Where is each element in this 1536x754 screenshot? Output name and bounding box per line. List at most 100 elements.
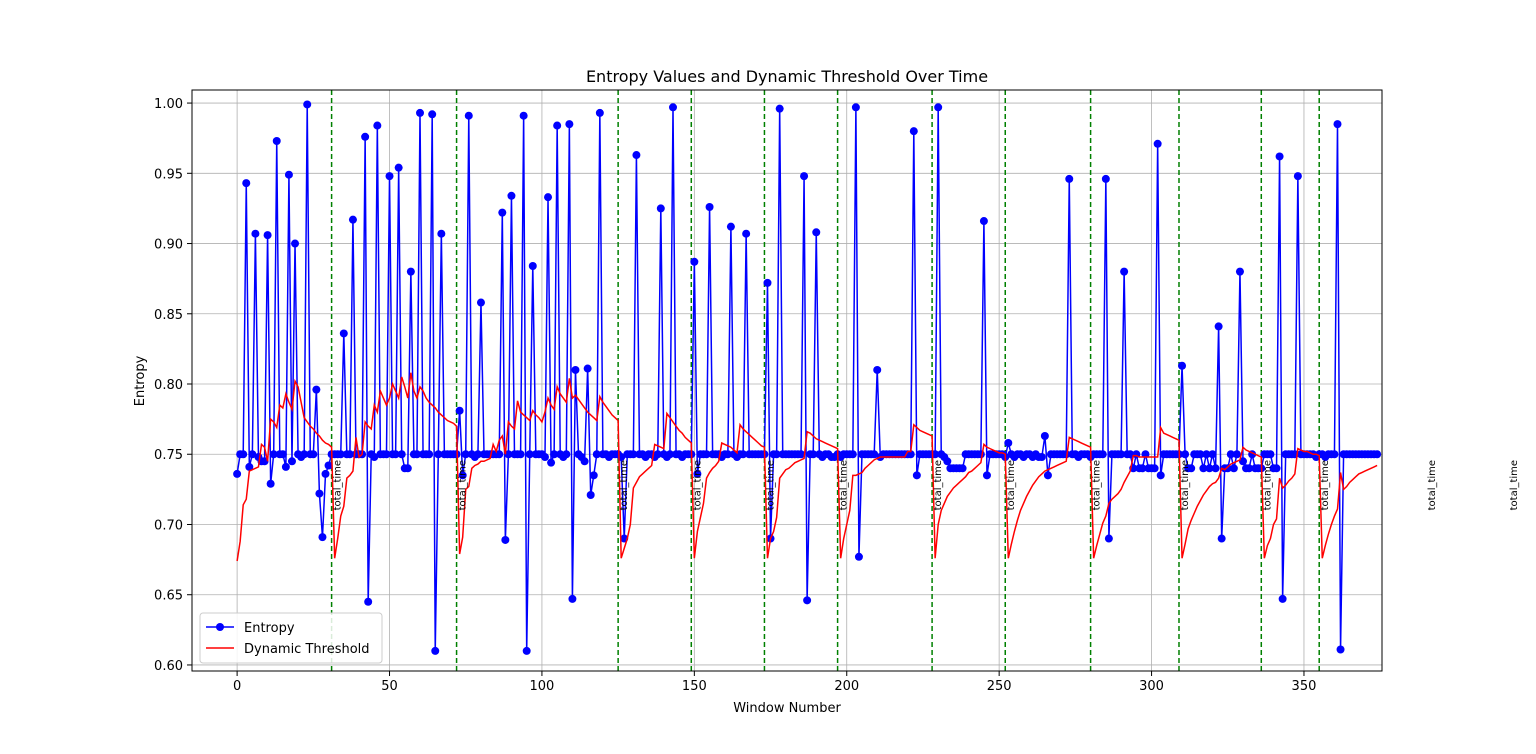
data-point [287, 457, 296, 466]
outside-annotations: total_time total_time total_time total_time… [333, 460, 1521, 510]
data-point [397, 450, 406, 459]
x-tick-label: 300 [1139, 679, 1164, 694]
data-point [665, 450, 674, 459]
data-point [434, 450, 443, 459]
event-label: total_time [458, 460, 469, 510]
data-point [873, 365, 882, 374]
data-point [739, 450, 748, 459]
legend: Entropy Dynamic Threshold [199, 612, 383, 664]
data-point [1333, 120, 1342, 129]
event-label: total_time [333, 460, 344, 510]
axes-frame [191, 89, 1383, 672]
data-point [803, 596, 812, 605]
data-point [690, 257, 699, 266]
data-point [525, 450, 534, 459]
data-point [1040, 431, 1049, 440]
data-point [233, 469, 242, 478]
data-point [797, 450, 806, 459]
data-point [339, 329, 348, 338]
y-tick-label: 0.95 [154, 167, 183, 182]
data-point [1153, 139, 1162, 148]
data-point [1150, 464, 1159, 473]
data-point [958, 464, 967, 473]
data-point [336, 450, 345, 459]
data-point [702, 450, 711, 459]
event-label: total_time [1006, 460, 1017, 510]
data-point [461, 450, 470, 459]
y-axis-label: Entropy [133, 355, 148, 406]
data-point [1065, 174, 1074, 183]
data-point [1266, 450, 1275, 459]
data-point [458, 471, 467, 480]
data-point [507, 191, 516, 200]
data-point [455, 406, 464, 415]
event-label: total_time [933, 460, 944, 510]
legend-box [199, 612, 383, 664]
data-point [1138, 464, 1147, 473]
data-point [553, 121, 562, 130]
data-point [854, 552, 863, 561]
data-point [589, 471, 598, 480]
y-tick-label: 0.75 [154, 448, 183, 463]
plot-area [233, 90, 1382, 671]
data-point [1120, 267, 1129, 276]
data-point [464, 111, 473, 120]
data-point [263, 231, 272, 240]
data-point [1156, 471, 1165, 480]
data-point [278, 450, 287, 459]
data-point [1062, 450, 1071, 459]
data-point [239, 450, 248, 459]
data-point [300, 450, 309, 459]
data-point [568, 594, 577, 603]
data-point [428, 110, 437, 119]
data-point [1223, 464, 1232, 473]
data-point [476, 298, 485, 307]
data-point [1214, 322, 1223, 331]
data-point [906, 450, 915, 459]
event-label: total_time [1180, 460, 1191, 510]
x-tick-label: 250 [987, 679, 1012, 694]
event-label: total_time [839, 460, 850, 510]
data-point [245, 462, 254, 471]
data-point [1373, 450, 1382, 459]
data-point [1336, 645, 1345, 654]
data-point [1004, 439, 1013, 448]
ticks: 0 50 100 150 200 250 300 350 0.60 0.65 0.70 0.75 0.8… [154, 97, 1316, 694]
data-point [909, 127, 918, 136]
series-line [236, 372, 1378, 562]
data-point [1229, 464, 1238, 473]
data-point [809, 450, 818, 459]
data-point [272, 136, 281, 145]
data-point [1199, 464, 1208, 473]
data-point [403, 464, 412, 473]
data-point [370, 453, 379, 462]
data-point [321, 469, 330, 478]
event-label: total_time [1262, 460, 1273, 510]
data-point [1272, 464, 1281, 473]
data-point [345, 450, 354, 459]
data-point [1104, 534, 1113, 543]
legend-marker [216, 623, 224, 631]
data-point [723, 450, 732, 459]
data-point [1101, 174, 1110, 183]
data-point [1208, 450, 1217, 459]
data-point [656, 204, 665, 213]
data-point [406, 267, 415, 276]
event-label: total_time [1427, 460, 1438, 510]
data-point [812, 228, 821, 237]
data-point [583, 364, 592, 373]
event-label: total_time [765, 460, 776, 510]
data-point [1126, 450, 1135, 459]
data-point [1037, 453, 1046, 462]
data-point [595, 108, 604, 117]
data-point [412, 450, 421, 459]
data-point [284, 170, 293, 179]
data-point [281, 462, 290, 471]
data-point [528, 262, 537, 271]
data-point [547, 458, 556, 467]
x-tick-label: 150 [682, 679, 707, 694]
data-point [382, 450, 391, 459]
data-point [303, 100, 312, 109]
y-tick-label: 0.65 [154, 589, 183, 604]
x-tick-label: 0 [233, 679, 241, 694]
